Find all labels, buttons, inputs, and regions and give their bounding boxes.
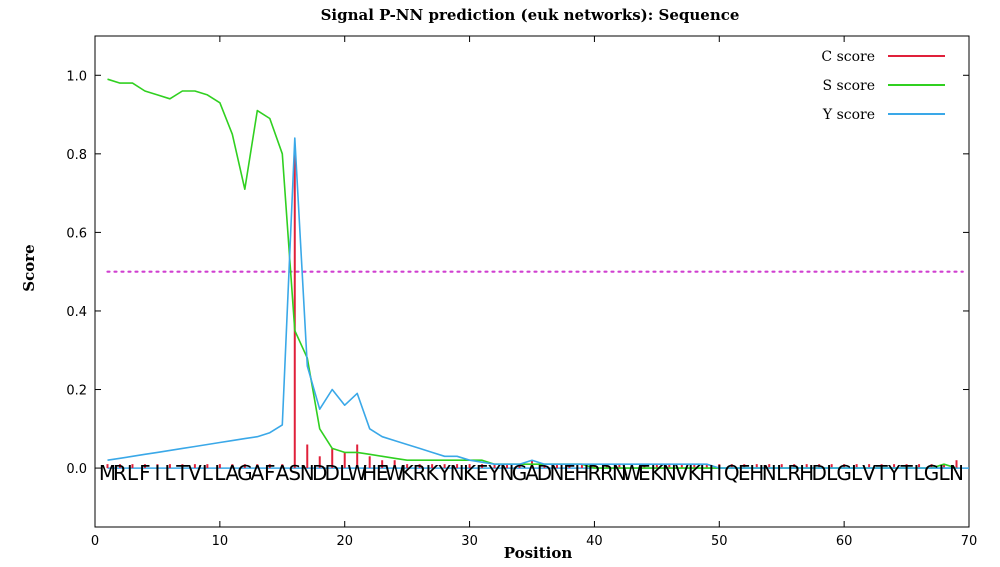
sequence-letter: E [738, 461, 751, 485]
sequence-letter: V [188, 461, 202, 485]
series-layer [106, 78, 969, 469]
sequence-letter: L [339, 461, 351, 485]
x-axis-label: Position [504, 544, 573, 562]
y-tick-label: 0.2 [66, 384, 87, 399]
sequence-letter: N [949, 461, 964, 485]
x-tick-label: 20 [336, 534, 353, 549]
sequence-letter: W [622, 461, 642, 485]
sequence-letter: L [913, 461, 925, 485]
sequence-letter: K [650, 461, 664, 485]
sequence-letter: M [99, 461, 116, 485]
sequence-letter: A [250, 461, 264, 485]
sequence-letter: N [549, 461, 564, 485]
sequence-letter: N [762, 461, 777, 485]
sequence-letter: S [288, 461, 301, 485]
sequence-letter: N [662, 461, 677, 485]
sequence-letter: K [401, 461, 415, 485]
x-tick-label: 40 [586, 534, 603, 549]
sequence-letter: N [450, 461, 465, 485]
y-axis-label: Score [20, 244, 38, 291]
x-tick-label: 70 [961, 534, 978, 549]
sequence-letter: Y [437, 461, 451, 485]
sequence-letter: W [385, 461, 405, 485]
sequence-letter: L [938, 461, 950, 485]
sequence-letter: F [264, 461, 276, 485]
sequence-letter: R [587, 461, 601, 485]
sequence-letter: W [347, 461, 367, 485]
sequence-letter: G [924, 461, 940, 485]
sequence-letter: H [699, 461, 714, 485]
sequence-letter: T [874, 461, 888, 485]
y-tick-label: 0.8 [66, 148, 87, 163]
x-tick-label: 10 [212, 534, 229, 549]
sequence-letter: K [463, 461, 477, 485]
sequence-letter: K [688, 461, 702, 485]
sequence-letter: N [612, 461, 627, 485]
sequence-letter: L [776, 461, 788, 485]
sequence-letter: R [413, 461, 427, 485]
sequence-letter: A [225, 461, 239, 485]
sequence-letter: G [512, 461, 528, 485]
sequence-letter: D [811, 461, 826, 485]
sequence-letter: L [202, 461, 214, 485]
y-score-line [107, 137, 957, 469]
sequence-letter: F [139, 461, 151, 485]
x-tick-label: 0 [91, 534, 99, 549]
sequence-letter: I [716, 461, 722, 485]
sequence-letter: H [574, 461, 589, 485]
sequence-letter: N [500, 461, 515, 485]
sequence-letter: V [675, 461, 689, 485]
sequence-letter: L [127, 461, 139, 485]
sequence-letter: D [312, 461, 327, 485]
sequence-letter: E [638, 461, 651, 485]
plot-frame [94, 35, 970, 528]
x-tick-label: 50 [711, 534, 728, 549]
y-tick-label: 0.6 [66, 226, 87, 241]
sequence-letter: R [787, 461, 801, 485]
sequence-letter: E [563, 461, 576, 485]
sequence-letter: N [300, 461, 315, 485]
sequence-letter: G [836, 461, 852, 485]
sequence-letter: D [537, 461, 552, 485]
sequence-letter: Q [724, 461, 740, 485]
legend-label-c-score: C score [821, 49, 875, 65]
sequence-letter: H [362, 461, 377, 485]
sequence-letter: L [826, 461, 838, 485]
c-score-impulses [106, 153, 958, 469]
sequence-letter: I [154, 461, 160, 485]
sequence-letter: A [275, 461, 289, 485]
sequence-letter: H [749, 461, 764, 485]
x-tick-label: 30 [461, 534, 478, 549]
sequence-letter: L [851, 461, 863, 485]
legend-label-s-score: S score [823, 78, 875, 94]
sequence-letter: R [600, 461, 614, 485]
sequence-letter: Y [487, 461, 501, 485]
sequence-letter: Y [887, 461, 901, 485]
sequence-letter: D [325, 461, 340, 485]
y-tick-label: 1.0 [66, 69, 87, 84]
sequence-letter: H [799, 461, 814, 485]
y-tick-label: 0.4 [66, 305, 87, 320]
chart-title: Signal P-NN prediction (euk networks): S… [321, 6, 740, 24]
sequence-letter: G [237, 461, 253, 485]
x-tick-label: 60 [836, 534, 853, 549]
sequence-letter: T [899, 461, 913, 485]
sequence-letter: R [113, 461, 127, 485]
y-tick-label: 0.0 [66, 462, 87, 477]
sequence-letter: E [476, 461, 489, 485]
axis-ticks: 0 10 20 30 40 50 60 70 0.0 0.2 0.4 0.6 0.8 1.0 [66, 36, 977, 549]
sequence-letter: E [376, 461, 389, 485]
legend-label-y-score: Y score [822, 107, 875, 123]
sequence-letter: T [175, 461, 189, 485]
sequence-letter: L [164, 461, 176, 485]
s-score-line [107, 78, 957, 469]
sequence-letter: V [862, 461, 876, 485]
sequence-letter: L [214, 461, 226, 485]
sequence-letter: K [426, 461, 440, 485]
sequence-letter: A [525, 461, 539, 485]
legend: C score S score Y score [821, 49, 945, 123]
